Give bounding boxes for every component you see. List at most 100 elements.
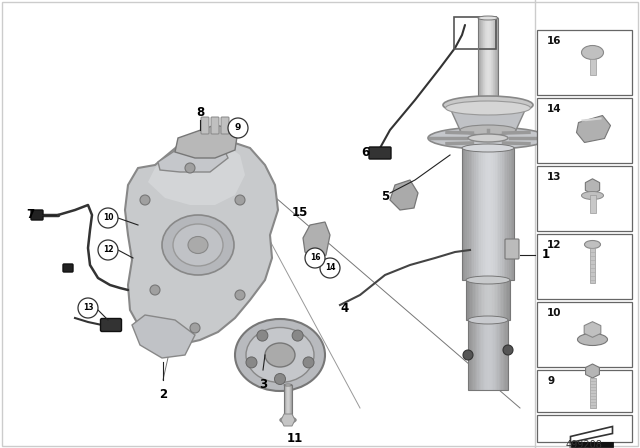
- Bar: [486, 18, 487, 105]
- Text: 499208: 499208: [566, 440, 603, 448]
- Bar: [495, 280, 497, 320]
- Bar: [476, 280, 477, 320]
- Bar: [484, 18, 485, 105]
- Text: 6: 6: [361, 146, 369, 159]
- Circle shape: [235, 290, 245, 300]
- FancyBboxPatch shape: [369, 147, 391, 159]
- Ellipse shape: [468, 134, 508, 142]
- Text: 8: 8: [196, 105, 204, 119]
- Bar: [486, 148, 488, 280]
- Ellipse shape: [582, 46, 604, 60]
- Bar: [483, 18, 484, 105]
- Bar: [500, 148, 502, 280]
- Polygon shape: [577, 116, 611, 142]
- Circle shape: [185, 163, 195, 173]
- Bar: [504, 280, 506, 320]
- Bar: [465, 148, 467, 280]
- Bar: [506, 280, 507, 320]
- Bar: [485, 280, 486, 320]
- Ellipse shape: [173, 224, 223, 266]
- Bar: [468, 320, 469, 390]
- Bar: [475, 280, 476, 320]
- Bar: [484, 280, 485, 320]
- Bar: [509, 280, 510, 320]
- Ellipse shape: [443, 96, 533, 114]
- Bar: [472, 280, 474, 320]
- Bar: [495, 320, 496, 390]
- Bar: [589, 378, 595, 408]
- Bar: [475, 320, 476, 390]
- FancyBboxPatch shape: [201, 117, 209, 134]
- Bar: [490, 280, 491, 320]
- Bar: [467, 280, 469, 320]
- Bar: [486, 320, 488, 390]
- Bar: [478, 18, 479, 105]
- Bar: [488, 280, 490, 320]
- Bar: [484, 148, 486, 280]
- Text: 14: 14: [547, 104, 562, 114]
- Ellipse shape: [460, 125, 516, 135]
- Ellipse shape: [235, 319, 325, 391]
- Bar: [493, 148, 495, 280]
- Ellipse shape: [188, 237, 208, 254]
- Circle shape: [235, 195, 245, 205]
- Bar: [499, 148, 500, 280]
- Bar: [491, 320, 492, 390]
- Bar: [495, 148, 497, 280]
- Polygon shape: [584, 322, 601, 337]
- Bar: [489, 18, 490, 105]
- Text: 16: 16: [310, 254, 320, 263]
- Bar: [504, 320, 506, 390]
- Bar: [488, 320, 490, 390]
- Ellipse shape: [468, 316, 508, 324]
- Text: 12: 12: [103, 246, 113, 254]
- Bar: [481, 148, 483, 280]
- Bar: [507, 148, 509, 280]
- FancyBboxPatch shape: [537, 415, 632, 442]
- Bar: [488, 18, 489, 105]
- Polygon shape: [586, 179, 600, 194]
- Bar: [462, 148, 464, 280]
- Polygon shape: [148, 141, 245, 205]
- Text: 3: 3: [259, 378, 267, 391]
- Text: 10: 10: [547, 308, 561, 318]
- Ellipse shape: [577, 333, 607, 345]
- Bar: [464, 148, 465, 280]
- Circle shape: [98, 240, 118, 260]
- Text: 9: 9: [235, 124, 241, 133]
- Polygon shape: [175, 125, 238, 158]
- Bar: [483, 148, 484, 280]
- Bar: [479, 18, 480, 105]
- Bar: [491, 18, 492, 105]
- Bar: [478, 18, 498, 105]
- Text: 5: 5: [381, 190, 389, 202]
- Text: 7: 7: [26, 208, 34, 221]
- Text: 16: 16: [547, 36, 561, 46]
- Bar: [474, 148, 476, 280]
- FancyBboxPatch shape: [537, 370, 632, 412]
- Bar: [472, 320, 474, 390]
- Circle shape: [303, 357, 314, 368]
- Bar: [485, 320, 486, 390]
- Text: 2: 2: [159, 388, 167, 401]
- Bar: [502, 148, 504, 280]
- Ellipse shape: [582, 191, 604, 199]
- Bar: [472, 148, 474, 280]
- FancyBboxPatch shape: [537, 166, 632, 231]
- Circle shape: [257, 330, 268, 341]
- Bar: [497, 320, 499, 390]
- Bar: [589, 195, 595, 214]
- Bar: [499, 280, 500, 320]
- Ellipse shape: [462, 144, 514, 152]
- FancyBboxPatch shape: [63, 264, 73, 272]
- Bar: [470, 148, 472, 280]
- Text: 1: 1: [542, 249, 550, 262]
- Circle shape: [150, 285, 160, 295]
- Bar: [492, 148, 493, 280]
- Bar: [481, 280, 482, 320]
- Bar: [497, 18, 498, 105]
- Text: 13: 13: [547, 172, 561, 182]
- Ellipse shape: [584, 241, 600, 249]
- Bar: [481, 18, 482, 105]
- Text: 13: 13: [83, 303, 93, 313]
